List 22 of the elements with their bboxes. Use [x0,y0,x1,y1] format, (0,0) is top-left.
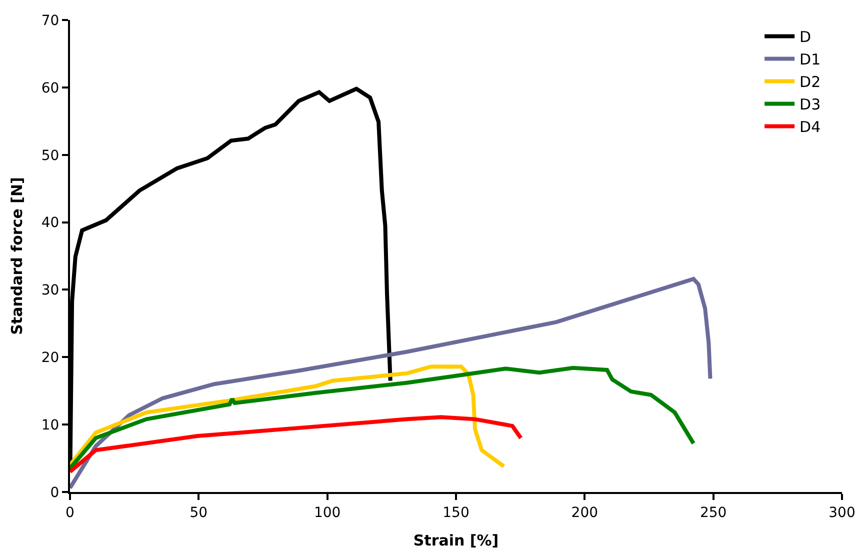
y-tick-label: 10 [41,417,60,434]
legend-label: D4 [800,118,821,136]
legend-label: D2 [800,73,821,92]
x-tick-label: 150 [442,504,470,521]
x-tick-label: 250 [700,504,727,521]
y-tick-label: 40 [41,215,60,232]
x-tick-label: 200 [571,504,598,521]
y-tick-label: 30 [41,282,60,299]
legend-label: D3 [800,96,821,114]
y-tick-label: 20 [41,350,60,366]
x-tick-label: 0 [66,504,74,521]
y-tick-label: 0 [50,484,60,501]
x-axis-title: Strain [%] [413,531,499,550]
legend-label: D1 [800,50,821,69]
y-tick-label: 70 [41,12,60,29]
y-tick-label: 50 [41,148,60,164]
legend-label: D [800,28,812,46]
x-tick-label: 300 [828,504,856,521]
y-tick-label: 60 [41,80,60,96]
y-axis-title: Standard force [N] [8,177,26,335]
x-tick-label: 100 [314,504,341,521]
x-tick-label: 50 [190,504,208,521]
